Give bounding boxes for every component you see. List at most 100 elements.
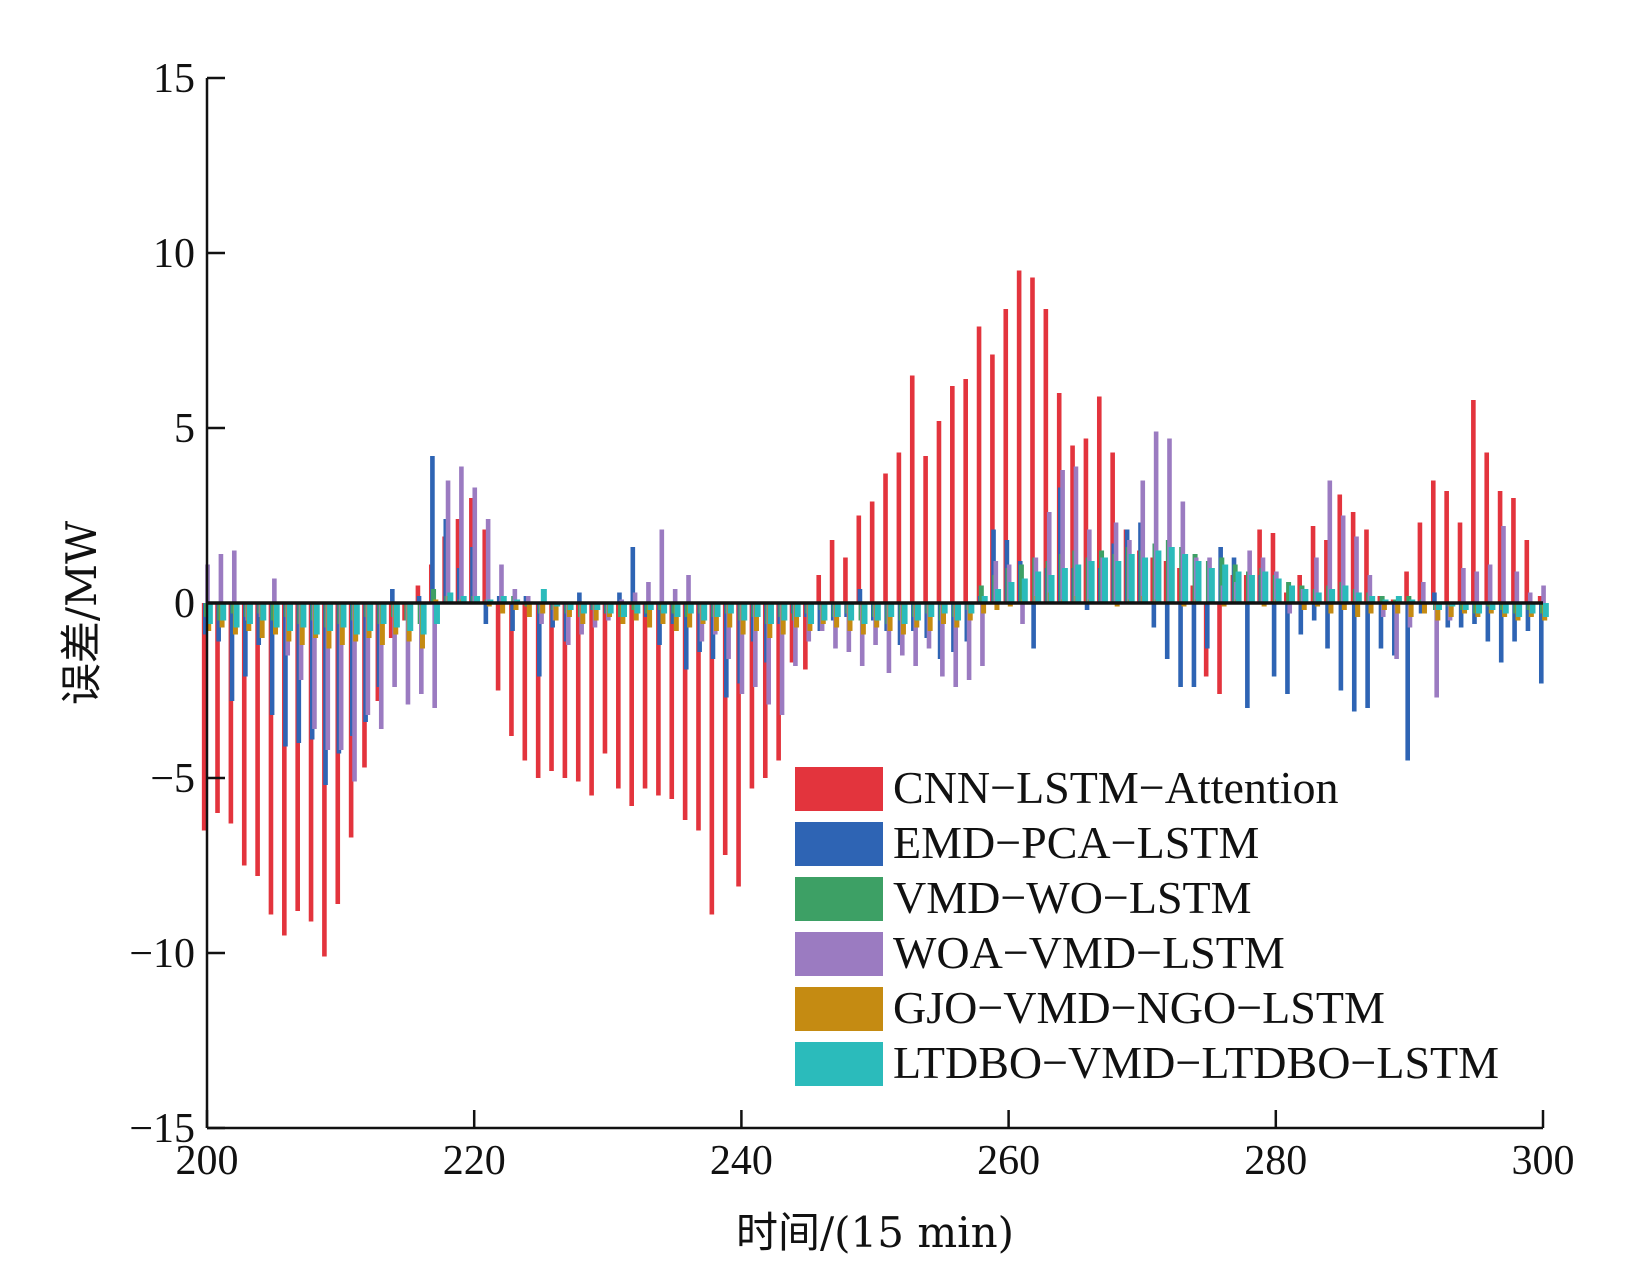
bar [447,592,454,603]
bar [803,603,808,670]
bar [1204,603,1210,649]
y-tick-label: −15 [129,1106,195,1152]
bar [661,603,668,614]
bar [1355,592,1362,603]
bar [1368,603,1374,614]
bar [365,603,371,715]
bar [1191,603,1197,687]
bar [714,603,721,617]
bar [808,603,815,624]
bar [914,603,921,621]
bar [1115,561,1122,603]
bar [430,456,435,603]
legend-item: EMD−PCA−LSTM [795,817,1259,868]
bar [246,603,253,624]
bar [432,603,437,708]
bar [1395,603,1401,614]
bar [1338,603,1344,691]
bar [1310,526,1316,603]
bar [1487,564,1493,603]
bar [1151,603,1157,628]
bar [256,603,262,645]
bar [617,592,622,603]
bar [483,603,489,624]
bar [1070,445,1075,603]
bar [1073,466,1079,603]
x-tick-label: 220 [443,1138,506,1184]
bar [1075,564,1082,603]
bar [340,603,347,628]
bar [500,603,506,614]
bar [1020,603,1025,624]
bar [834,603,841,617]
bar [260,603,267,621]
bar [231,550,237,603]
bar [1180,501,1186,603]
bar [954,603,961,621]
bar [1502,603,1509,614]
bar [1262,571,1269,603]
bar [776,603,781,761]
bar [1110,452,1115,603]
bar [1351,603,1357,712]
bar [672,589,678,603]
bar [1541,585,1546,603]
bar [1444,491,1449,603]
bar [540,603,546,614]
bar [1471,400,1476,603]
bar [1405,603,1410,761]
bar [1430,480,1436,603]
bar [1516,603,1523,617]
bar [1219,557,1225,603]
bar [1527,592,1533,603]
bar [616,603,621,789]
bar [474,596,481,603]
bar [656,603,661,796]
bar [1417,522,1423,603]
bar [647,603,653,628]
bar [1245,603,1250,708]
bar [201,603,207,831]
bar [1497,491,1503,603]
bar [1457,522,1463,603]
y-tick-label: −5 [150,756,195,802]
bar [886,603,892,673]
bar [1285,603,1290,694]
bar [1435,603,1442,610]
bar [416,596,422,603]
bar [525,596,531,603]
bar [459,466,464,603]
bar [1529,603,1536,614]
x-tick-label: 240 [710,1138,773,1184]
bar [753,603,758,687]
bar [1030,277,1035,603]
bar [407,603,414,631]
bar [367,603,374,631]
legend-label: LTDBO−VMD−LTDBO−LSTM [893,1037,1499,1088]
bar [549,603,554,771]
bar [1448,603,1454,617]
bar [1016,270,1022,603]
bar [1340,515,1346,603]
y-axis-title: 误差/MW [57,520,106,705]
bar [941,603,948,614]
bar [686,575,691,603]
bar [1406,596,1412,603]
bar [1462,603,1469,610]
bar [843,557,848,603]
bar [1421,582,1426,603]
bar [1511,498,1516,603]
bar [1021,578,1028,603]
bar [789,603,795,663]
bar [272,578,277,603]
bar [1324,540,1329,603]
bar [936,421,942,603]
bar [1341,603,1347,610]
bar [1167,438,1172,603]
bar [981,596,988,603]
bar [674,603,681,617]
bar [1325,603,1330,649]
bar [821,603,828,621]
bar [513,603,519,610]
bar [1142,557,1149,603]
